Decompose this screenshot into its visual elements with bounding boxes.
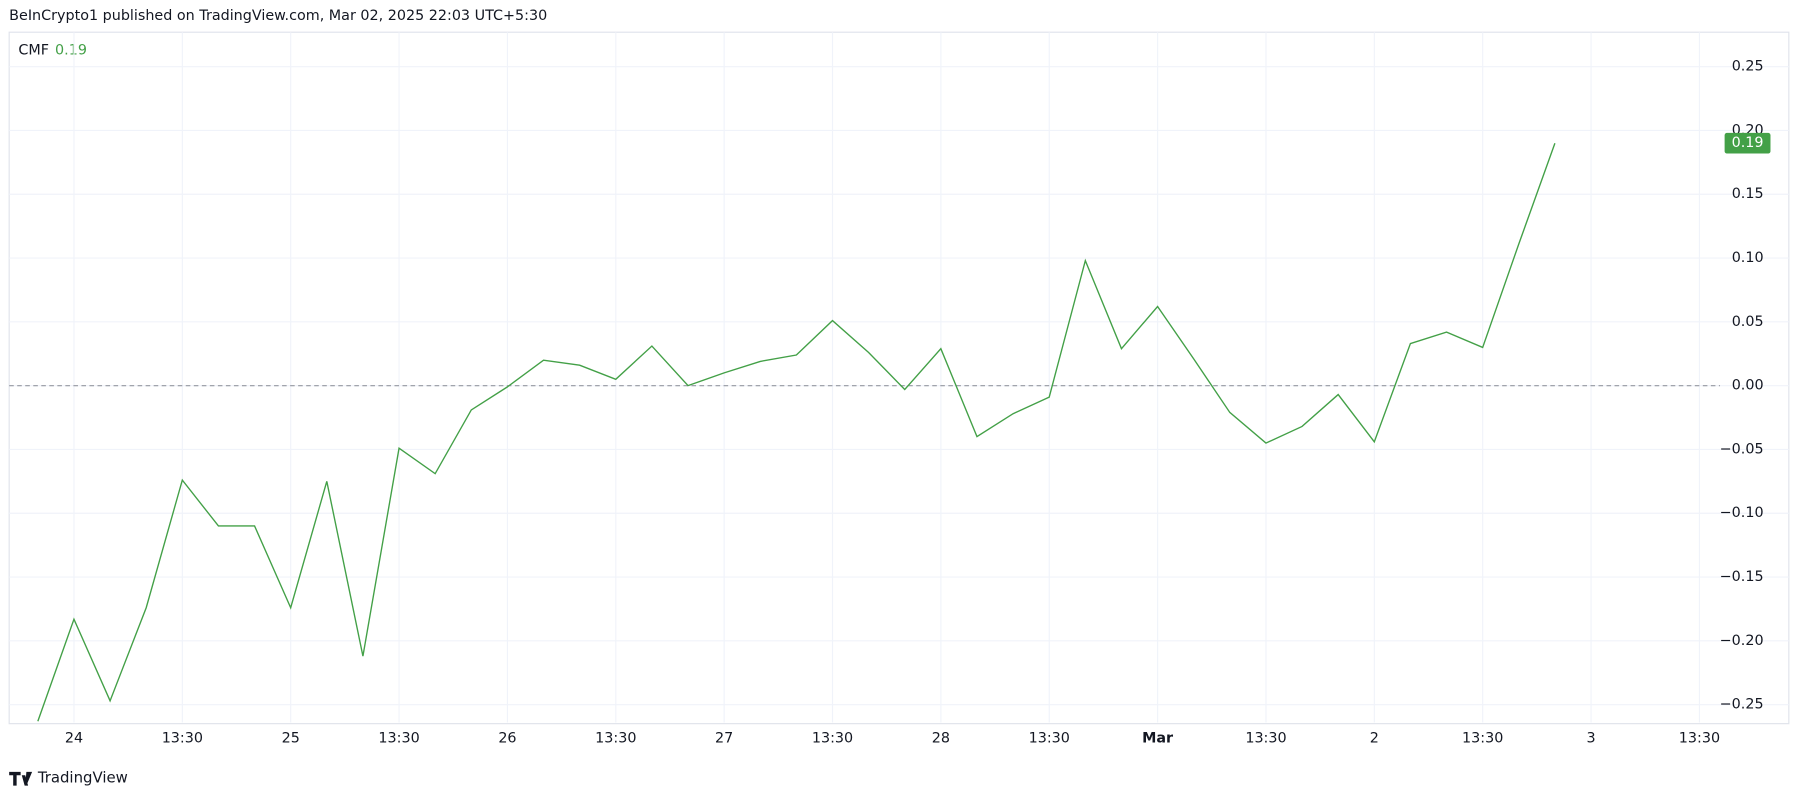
- y-tick-label: −0.25: [1720, 697, 1764, 713]
- x-tick-label: 28: [932, 731, 950, 747]
- x-tick-label: 13:30: [1029, 731, 1070, 747]
- x-tick-label: 13:30: [378, 731, 419, 747]
- x-tick-label: 13:30: [1462, 731, 1503, 747]
- y-tick-label: −0.05: [1720, 441, 1764, 457]
- cmf-line: [37, 142, 1556, 722]
- x-tick-label: 25: [282, 731, 300, 747]
- indicator-name: CMF: [18, 43, 49, 59]
- tv-logo: TradingView: [9, 769, 128, 787]
- y-tick-label: −0.10: [1720, 505, 1764, 521]
- x-tick-label: 13:30: [1245, 731, 1286, 747]
- x-tick-label: 3: [1587, 731, 1596, 747]
- last-value-tag: [1724, 132, 1771, 154]
- x-tick-label: 24: [65, 731, 83, 747]
- pane-border: [8, 31, 1790, 725]
- y-tick-label: 0.15: [1732, 186, 1764, 202]
- x-tick-label: 2: [1370, 731, 1379, 747]
- indicator-value: 0.19: [55, 43, 87, 59]
- x-tick-label: 26: [498, 731, 516, 747]
- y-tick-label: 0.25: [1732, 59, 1764, 75]
- y-tick-label: 0.00: [1732, 378, 1764, 394]
- x-tick-label: 13:30: [812, 731, 853, 747]
- y-tick-label: −0.15: [1720, 569, 1764, 585]
- y-tick-label: 0.10: [1732, 250, 1764, 266]
- header: BeInCrypto1 published on TradingView.com…: [9, 8, 547, 24]
- y-tick-label: 0.05: [1732, 314, 1764, 330]
- x-tick-label: Mar: [1142, 731, 1174, 747]
- x-tick-label: 13:30: [1679, 731, 1720, 747]
- x-tick-label: 13:30: [162, 731, 203, 747]
- footer: TradingView: [37, 769, 128, 787]
- x-tick-label: 27: [715, 731, 733, 747]
- last-value-label: 0.19: [1732, 135, 1764, 151]
- y-tick-label: −0.20: [1720, 633, 1764, 649]
- x-tick-label: 13:30: [595, 731, 636, 747]
